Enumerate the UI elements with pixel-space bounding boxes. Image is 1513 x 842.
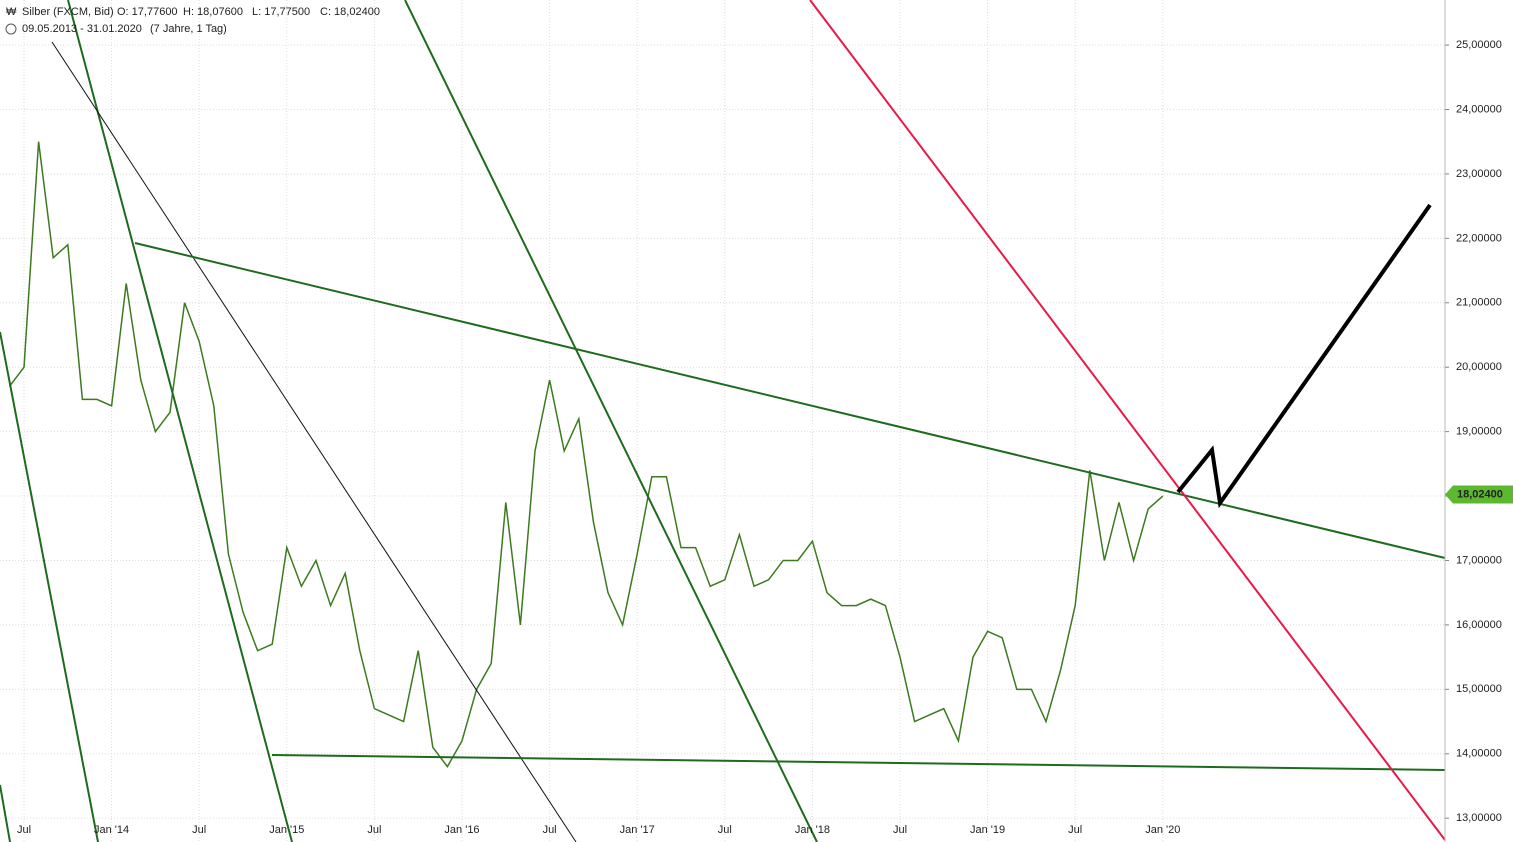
trend-line bbox=[271, 754, 1446, 771]
y-tick-label: 24,00000 bbox=[1456, 103, 1502, 115]
y-tick-label: 25,00000 bbox=[1456, 39, 1502, 51]
x-tick-label: Jul bbox=[893, 824, 907, 836]
x-tick-label: Jan '16 bbox=[444, 824, 479, 836]
x-tick-label: Jul bbox=[718, 824, 732, 836]
x-tick-label: Jul bbox=[367, 824, 381, 836]
price-line bbox=[8, 141, 1164, 768]
y-tick-label: 14,00000 bbox=[1456, 748, 1502, 760]
low: L: 17,77500 bbox=[252, 6, 310, 18]
y-tick-label: 21,00000 bbox=[1456, 297, 1502, 309]
y-tick-label: 16,00000 bbox=[1456, 619, 1502, 631]
y-tick-label: 15,00000 bbox=[1456, 683, 1502, 695]
y-tick-label: 20,00000 bbox=[1456, 361, 1502, 373]
clock-icon bbox=[5, 23, 17, 35]
x-tick-label: Jan '18 bbox=[795, 824, 830, 836]
price-tag bbox=[1445, 485, 1513, 504]
y-tick-label: 13,00000 bbox=[1456, 812, 1502, 824]
trend-line bbox=[134, 242, 1446, 559]
x-tick-label: Jan '19 bbox=[970, 824, 1005, 836]
close: C: 18,02400 bbox=[320, 6, 380, 18]
x-tick-label: Jul bbox=[1068, 824, 1082, 836]
icon: ₩ bbox=[6, 6, 17, 18]
period: (7 Jahre, 1 Tag) bbox=[150, 23, 227, 35]
trend-line bbox=[404, 0, 818, 842]
date-range: 09.05.2013 - 31.01.2020 bbox=[22, 23, 142, 35]
chart-title: Silber (FXCM, Bid) bbox=[22, 6, 114, 18]
x-tick-label: Jul bbox=[17, 824, 31, 836]
price-tag-label: 18,02400 bbox=[1457, 488, 1503, 500]
x-tick-label: Jan '15 bbox=[269, 824, 304, 836]
y-tick-label: 23,00000 bbox=[1456, 168, 1502, 180]
trend-lines bbox=[0, 0, 1446, 842]
x-tick-label: Jan '17 bbox=[620, 824, 655, 836]
y-tick-label: 22,00000 bbox=[1456, 232, 1502, 244]
grid bbox=[0, 0, 1445, 842]
trend-line bbox=[67, 0, 293, 842]
x-tick-label: Jan '14 bbox=[94, 824, 129, 836]
trend-line bbox=[51, 41, 577, 842]
high: H: 18,07600 bbox=[183, 6, 243, 18]
trend-line bbox=[0, 784, 11, 842]
trend-line bbox=[0, 331, 99, 842]
projection bbox=[1176, 203, 1432, 509]
open: O: 17,77600 bbox=[117, 6, 178, 18]
x-tick-label: Jul bbox=[543, 824, 557, 836]
trend-line bbox=[809, 0, 1446, 841]
x-tick-label: Jul bbox=[192, 824, 206, 836]
y-tick-label: 19,00000 bbox=[1456, 426, 1502, 438]
x-tick-label: Jan '20 bbox=[1145, 824, 1180, 836]
y-tick-label: 17,00000 bbox=[1456, 554, 1502, 566]
